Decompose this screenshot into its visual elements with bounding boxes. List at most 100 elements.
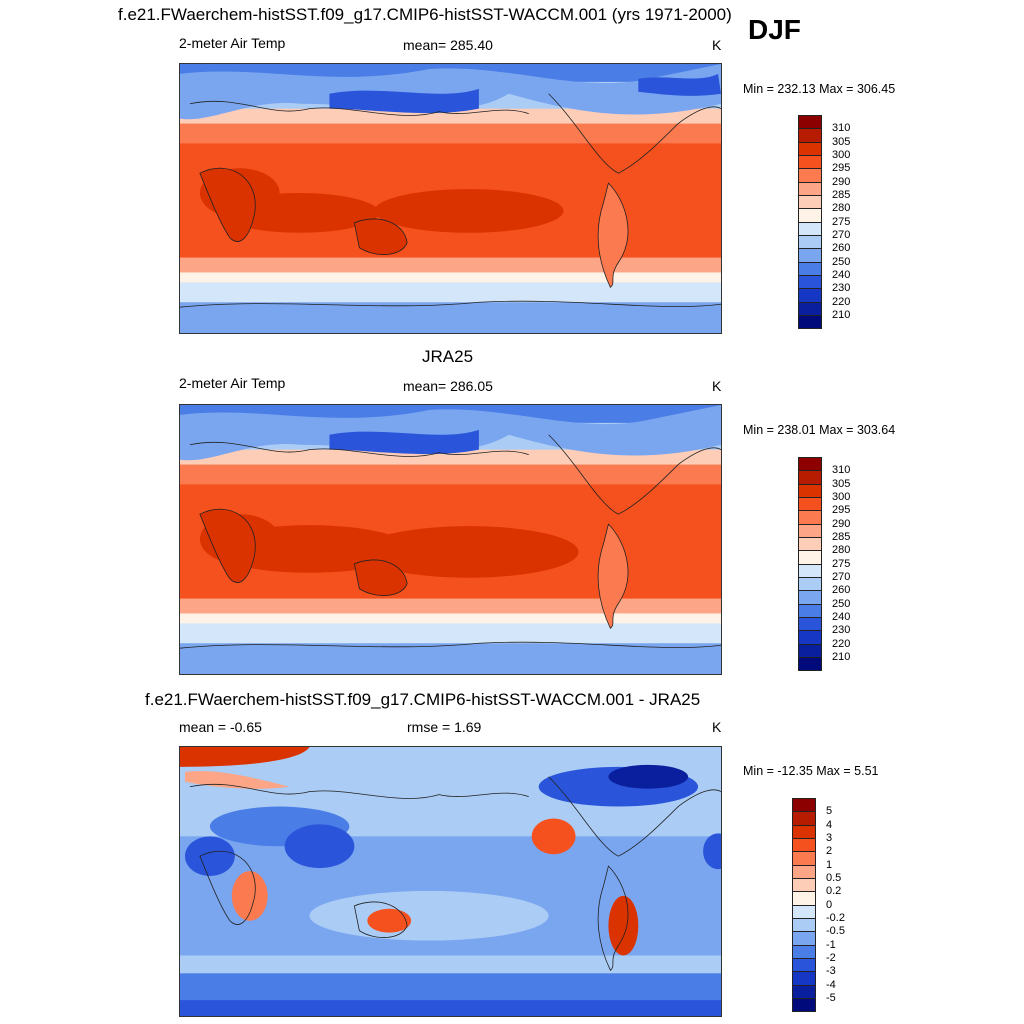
panel3-units: K [712,719,722,735]
season-label: DJF [748,14,801,45]
colorbar-tick-label: 4 [826,818,833,831]
colorbar-swatch [792,837,816,853]
colorbar-tick-label: 305 [832,477,851,490]
colorbar-tick-label: 310 [832,122,851,135]
colorbar-swatch [798,457,822,472]
colorbar-swatch [798,576,822,592]
colorbar-swatch [792,824,816,839]
colorbar-swatch [798,261,822,276]
colorbar-tick-label: 280 [832,544,851,557]
colorbar-swatch [792,997,816,1013]
colorbar-tick-label: 210 [832,308,851,321]
colorbar-swatch [792,984,816,999]
colorbar-swatch [792,931,816,946]
colorbar-swatch [798,483,822,498]
colorbar-tick-label: -0.2 [826,911,845,924]
panel1-variable: 2-meter Air Temp [179,35,286,51]
colorbar-swatch [798,301,822,316]
panel2-variable: 2-meter Air Temp [179,375,286,391]
colorbar-tick-label: 250 [832,255,851,268]
colorbar-swatch [798,630,822,645]
colorbar-tick-label: 3 [826,831,833,844]
colorbar-tick-label: 310 [832,464,851,477]
colorbar-swatch [798,496,822,512]
colorbar-swatch [798,523,822,538]
colorbar-tick-label: -5 [826,991,836,1004]
colorbar-swatch [798,141,822,156]
colorbar-swatch [792,971,816,986]
panel3-map [179,746,722,1017]
colorbar-swatch [798,563,822,578]
colorbar-tick-label: 295 [832,162,851,175]
colorbar-tick-label: 305 [832,135,851,148]
colorbar-tick-label: 285 [832,530,851,543]
colorbar-tick-label: 230 [832,282,851,295]
colorbar-swatch [798,208,822,223]
colorbar-swatch [798,470,822,485]
colorbar-swatch [792,944,816,959]
panel2-minmax: Min = 238.01 Max = 303.64 [743,423,896,437]
colorbar-tick-label: -1 [826,938,836,951]
panel2-map [179,404,722,675]
panel2-units: K [712,378,722,394]
colorbar-tick-label: 300 [832,148,851,161]
colorbar-tick-label: 300 [832,490,851,503]
colorbar-swatch [792,891,816,906]
panel3-rmse: rmse = 1.69 [407,719,482,735]
colorbar-tick-label: 230 [832,624,851,637]
colorbar-tick-label: 210 [832,650,851,663]
colorbar-swatch [798,234,822,250]
colorbar-tick-label: 285 [832,188,851,201]
colorbar-tick-label: 270 [832,570,851,583]
colorbar-tick-label: 240 [832,610,851,623]
colorbar-swatch [792,811,816,826]
panel1-mean: mean= 285.40 [403,37,493,53]
colorbar-swatch [798,248,822,263]
panel3-minmax: Min = -12.35 Max = 5.51 [743,764,879,778]
colorbar-tick-label: 0 [826,898,833,911]
colorbar-swatch [792,917,816,933]
colorbar-tick-label: 1 [826,858,833,871]
colorbar-swatch [798,274,822,290]
panel3-mean: mean = -0.65 [179,719,262,735]
colorbar-swatch [792,904,816,919]
colorbar-tick-label: 275 [832,215,851,228]
colorbar-tick-label: 290 [832,517,851,530]
colorbar-swatch [798,128,822,143]
colorbar-tick-label: 250 [832,597,851,610]
colorbar-tick-label: 220 [832,295,851,308]
colorbar-tick-label: 260 [832,584,851,597]
panel3-title: f.e21.FWaerchem-histSST.f09_g17.CMIP6-hi… [145,690,701,709]
colorbar-swatch [798,154,822,170]
panel1-map [179,63,722,334]
colorbar-swatch [798,643,822,658]
colorbar-swatch [798,221,822,236]
colorbar-tick-label: -0.5 [826,925,845,938]
colorbar-tick-label: 295 [832,504,851,517]
colorbar-tick-label: 290 [832,175,851,188]
colorbar-tick-label: 0.5 [826,871,842,884]
panel1-title: f.e21.FWaerchem-histSST.f09_g17.CMIP6-hi… [118,5,732,24]
colorbar-swatch [798,194,822,210]
colorbar-swatch [798,115,822,130]
panel1-units: K [712,37,722,53]
colorbar-tick-label: 5 [826,805,833,818]
colorbar-swatch [798,288,822,303]
colorbar-swatch [798,510,822,525]
colorbar-swatch [792,798,816,813]
colorbar-swatch [798,656,822,672]
colorbar-swatch [798,168,822,183]
colorbar-tick-label: 280 [832,202,851,215]
panel1-minmax: Min = 232.13 Max = 306.45 [743,82,896,96]
colorbar-tick-label: 220 [832,637,851,650]
colorbar-tick-label: 260 [832,242,851,255]
panel2-mean: mean= 286.05 [403,378,493,394]
colorbar-tick-label: 275 [832,557,851,570]
colorbar-tick-label: -4 [826,978,836,991]
colorbar-swatch [798,181,822,196]
colorbar-swatch [798,314,822,330]
colorbar-tick-label: -3 [826,965,836,978]
colorbar-swatch [798,616,822,632]
colorbar-swatch [792,957,816,973]
colorbar-tick-label: 0.2 [826,885,842,898]
